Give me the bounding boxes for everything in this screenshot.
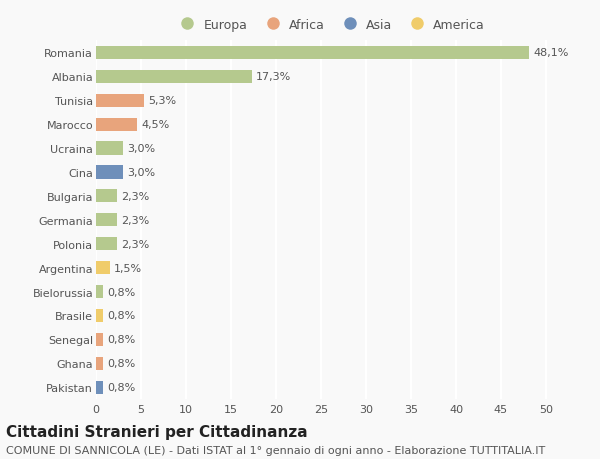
Bar [96, 142, 123, 155]
Text: 2,3%: 2,3% [121, 215, 149, 225]
Text: 2,3%: 2,3% [121, 191, 149, 202]
Text: 0,8%: 0,8% [108, 287, 136, 297]
Text: 48,1%: 48,1% [533, 48, 569, 58]
Bar [96, 333, 103, 346]
Bar [96, 118, 137, 131]
Bar [96, 71, 252, 84]
Bar [96, 95, 144, 107]
Bar [96, 309, 103, 322]
Legend: Europa, Africa, Asia, America: Europa, Africa, Asia, America [175, 18, 485, 32]
Text: 0,8%: 0,8% [108, 382, 136, 392]
Bar [96, 166, 123, 179]
Text: Cittadini Stranieri per Cittadinanza: Cittadini Stranieri per Cittadinanza [6, 425, 308, 440]
Text: 0,8%: 0,8% [108, 311, 136, 321]
Text: 2,3%: 2,3% [121, 239, 149, 249]
Text: 17,3%: 17,3% [256, 72, 292, 82]
Text: 5,3%: 5,3% [148, 96, 176, 106]
Bar [96, 381, 103, 394]
Text: 3,0%: 3,0% [128, 144, 155, 154]
Text: COMUNE DI SANNICOLA (LE) - Dati ISTAT al 1° gennaio di ogni anno - Elaborazione : COMUNE DI SANNICOLA (LE) - Dati ISTAT al… [6, 445, 545, 455]
Bar [96, 285, 103, 298]
Bar [96, 238, 116, 251]
Text: 1,5%: 1,5% [114, 263, 142, 273]
Bar [96, 190, 116, 203]
Bar [96, 262, 110, 274]
Text: 4,5%: 4,5% [141, 120, 169, 130]
Text: 0,8%: 0,8% [108, 335, 136, 345]
Bar [96, 214, 116, 227]
Bar [96, 357, 103, 370]
Text: 0,8%: 0,8% [108, 358, 136, 369]
Text: 3,0%: 3,0% [128, 168, 155, 178]
Bar [96, 47, 529, 60]
